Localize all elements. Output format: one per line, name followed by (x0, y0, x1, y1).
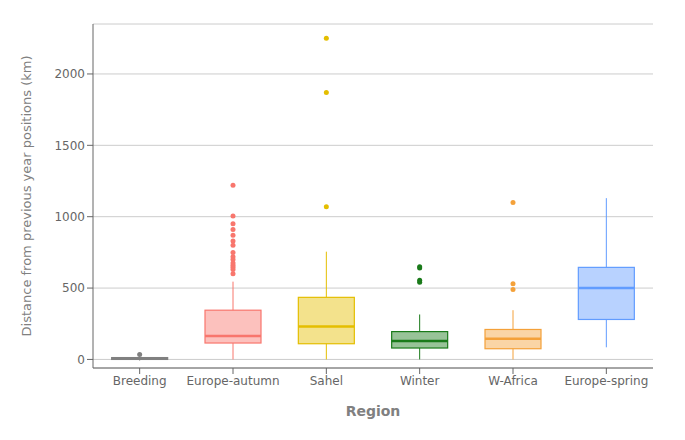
svg-text:Sahel: Sahel (310, 374, 343, 388)
svg-text:Europe-autumn: Europe-autumn (186, 374, 279, 388)
svg-text:500: 500 (62, 281, 85, 295)
svg-text:Winter: Winter (400, 374, 440, 388)
svg-text:Distance from previous year po: Distance from previous year positions (k… (19, 56, 34, 337)
svg-text:0: 0 (77, 353, 85, 367)
svg-text:W-Africa: W-Africa (488, 374, 538, 388)
svg-text:Region: Region (346, 403, 401, 419)
svg-text:Europe-spring: Europe-spring (564, 374, 648, 388)
svg-text:1000: 1000 (54, 210, 85, 224)
svg-text:2000: 2000 (54, 67, 85, 81)
svg-text:1500: 1500 (54, 139, 85, 153)
svg-text:Breeding: Breeding (113, 374, 167, 388)
